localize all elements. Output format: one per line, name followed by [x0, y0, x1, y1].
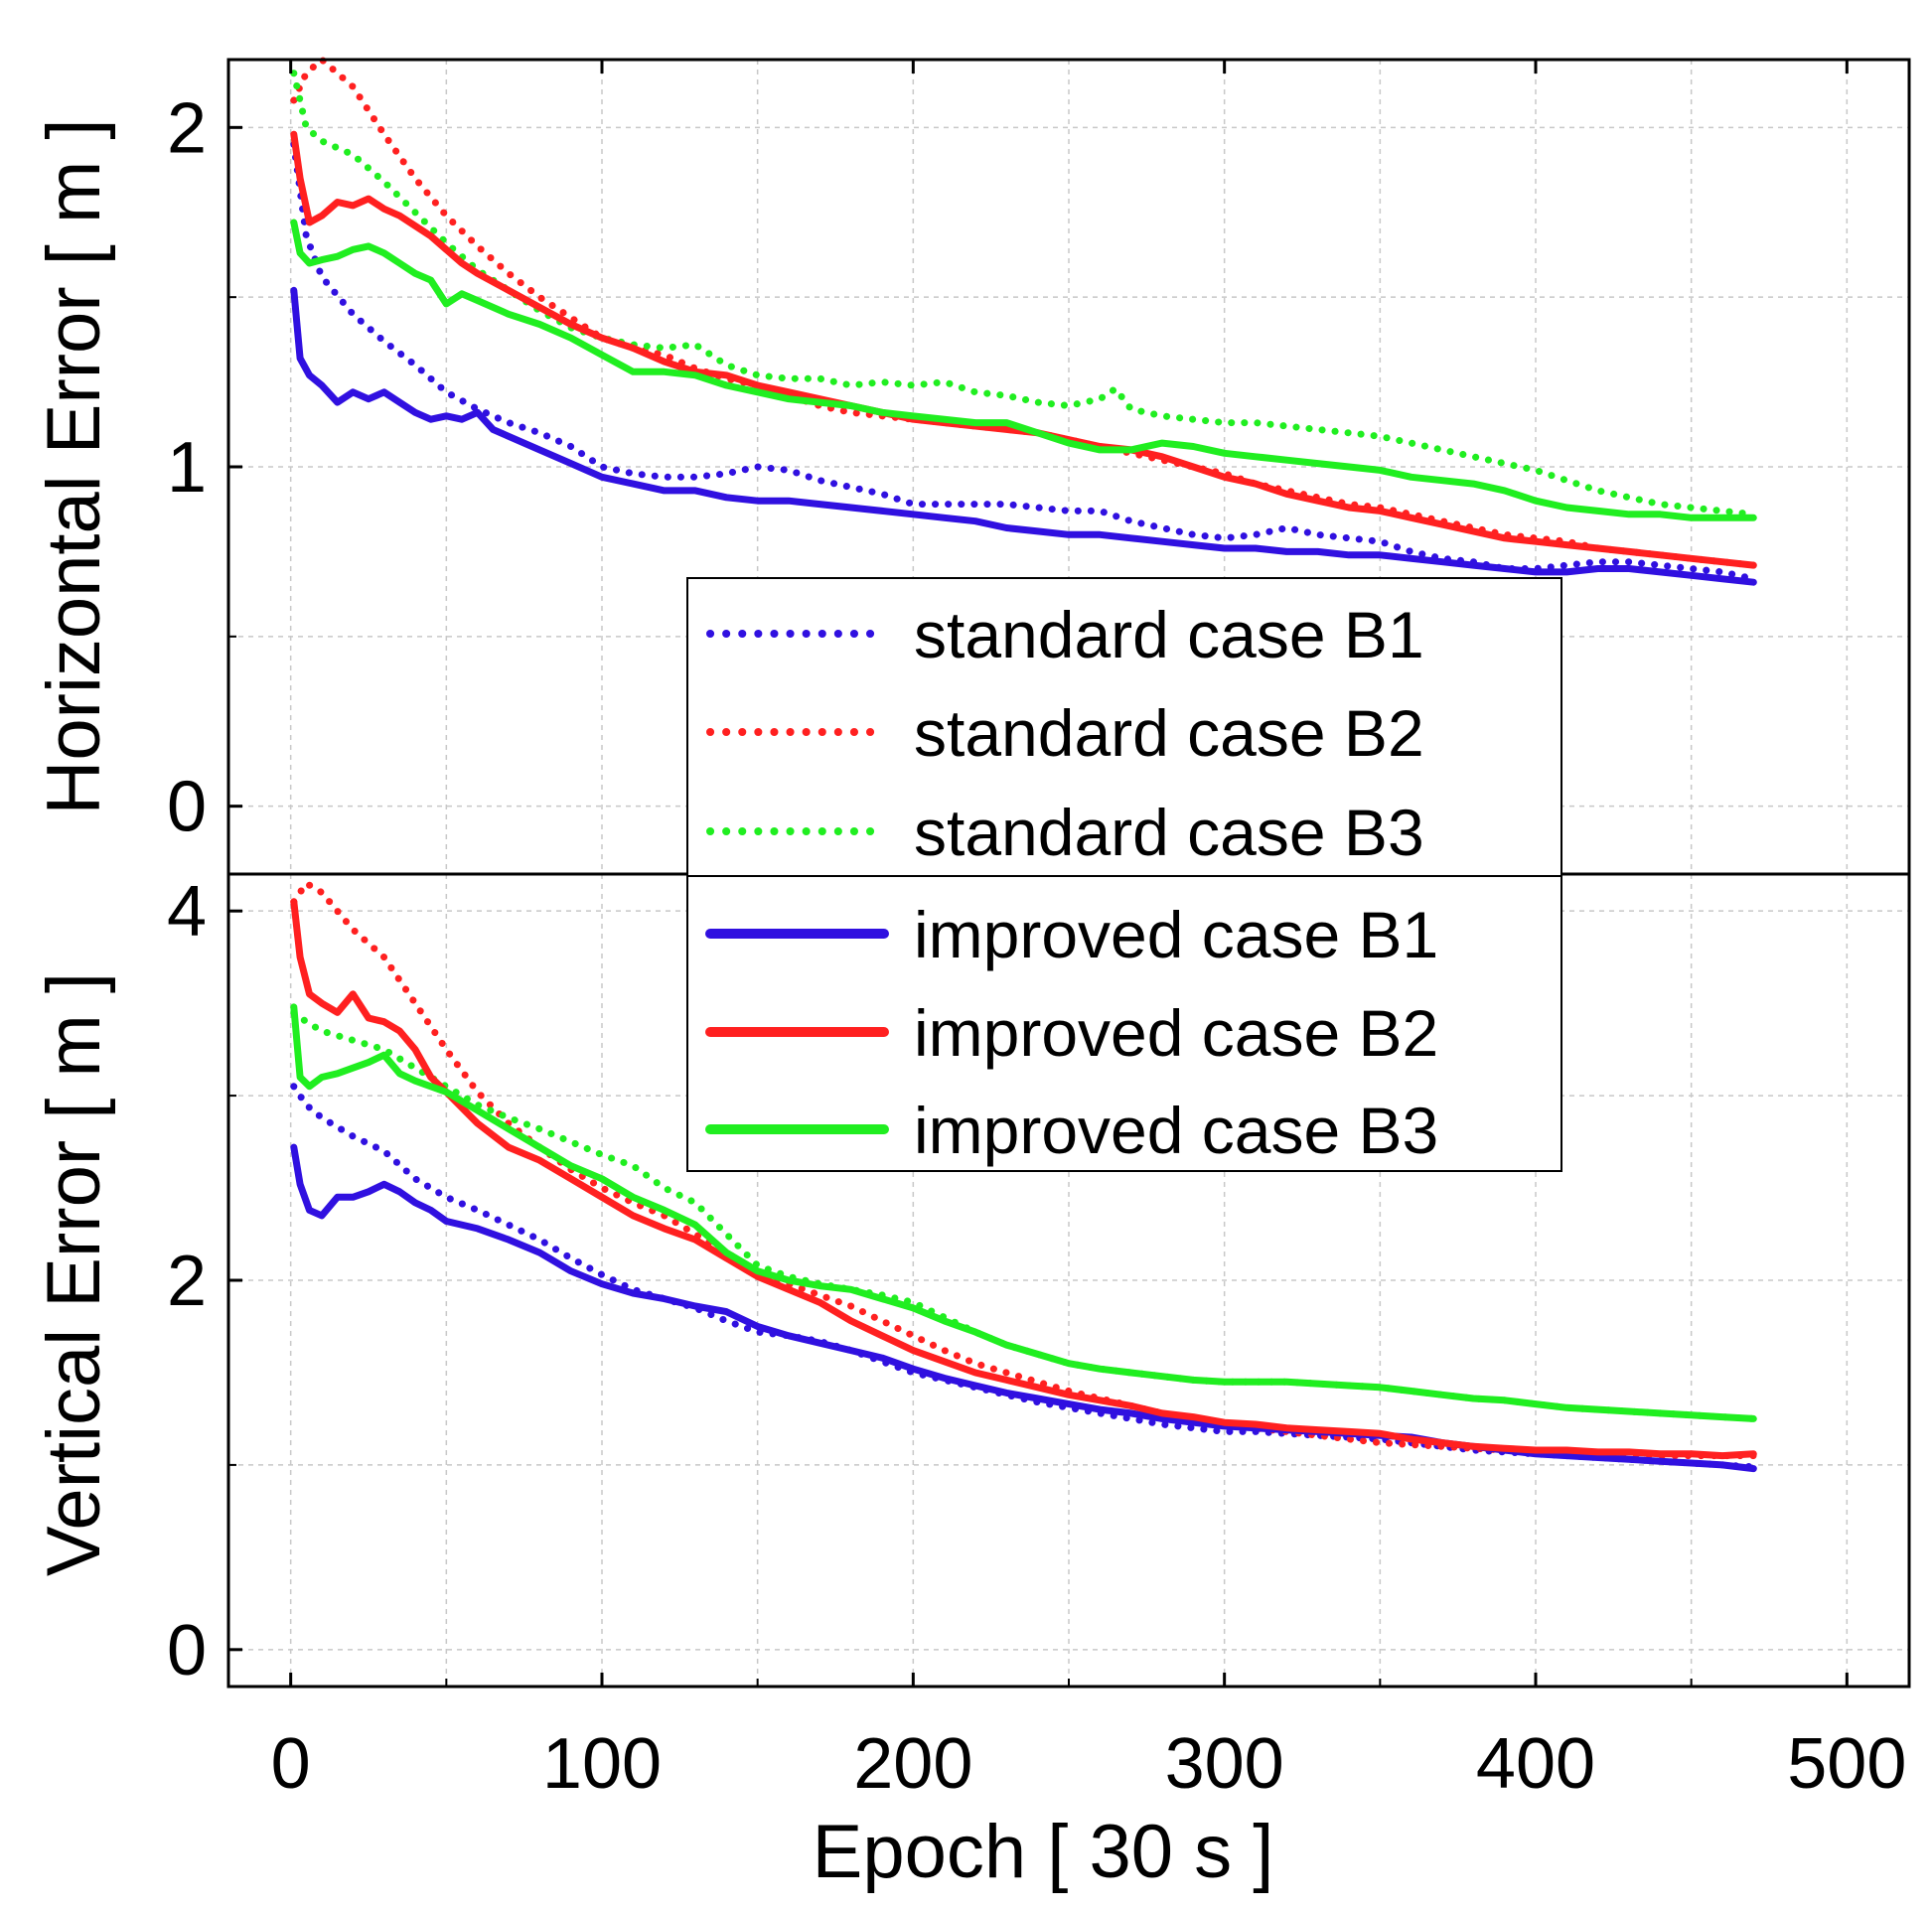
series-improved-case-B1-panel-0 — [290, 286, 1757, 586]
bottom-y-axis-label: Vertical Error [ m ] — [32, 972, 116, 1576]
series-standard-case-B1-panel-0 — [290, 140, 1757, 583]
y-tick-label: 4 — [167, 872, 207, 952]
legend-label: standard case B2 — [914, 696, 1424, 770]
top-panel-series — [290, 56, 1757, 586]
legend-label: standard case B1 — [914, 598, 1424, 671]
bottom-panel-ticks: 0 2 4 0 100 200 300 400 500 — [167, 60, 1906, 1804]
legend-label: improved case B2 — [914, 996, 1438, 1070]
top-y-axis-label: Horizontal Error [ m ] — [32, 118, 116, 814]
x-tick-label: 500 — [1787, 1724, 1906, 1804]
legend-box-improved — [686, 875, 1562, 1172]
y-tick-label: 0 — [167, 1611, 207, 1691]
y-tick-label: 2 — [167, 1242, 207, 1321]
legend: standard case B1 standard case B2 standard… — [686, 577, 1562, 1172]
y-tick-label: 2 — [167, 88, 207, 168]
y-tick-label: 1 — [167, 428, 207, 508]
x-axis-label: Epoch [ 30 s ] — [813, 1810, 1274, 1894]
x-tick-label: 100 — [542, 1724, 662, 1804]
series-improved-case-B3-panel-0 — [290, 219, 1757, 521]
legend-label: improved case B1 — [914, 898, 1438, 971]
series-improved-case-B2-panel-1 — [290, 898, 1757, 1460]
series-improved-case-B3-panel-1 — [290, 1003, 1757, 1422]
bottom-panel-grid — [228, 874, 1909, 1687]
legend-box-standard — [686, 577, 1562, 877]
x-tick-label: 300 — [1165, 1724, 1284, 1804]
legend-label: improved case B3 — [914, 1094, 1438, 1167]
top-panel-y-ticks: 0 1 2 — [167, 88, 242, 847]
legend-label: standard case B3 — [914, 796, 1424, 869]
bottom-panel-series — [290, 879, 1757, 1473]
y-tick-label: 0 — [167, 768, 207, 847]
x-tick-label: 0 — [271, 1724, 311, 1804]
x-tick-label: 400 — [1476, 1724, 1595, 1804]
x-tick-label: 200 — [853, 1724, 972, 1804]
